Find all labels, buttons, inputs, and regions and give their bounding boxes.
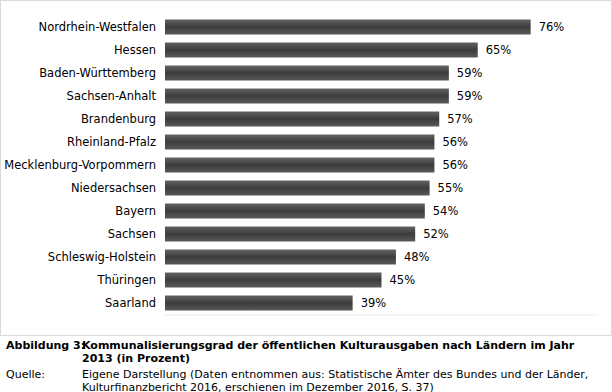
x-axis-line <box>165 315 598 316</box>
data-label: 59% <box>457 89 483 103</box>
category-label: Mecklenburg-Vorpommern <box>4 158 156 172</box>
bar <box>165 112 439 127</box>
category-label: Sachsen <box>108 227 156 241</box>
category-label: Thüringen <box>97 273 156 287</box>
labels: Nordrhein-Westfalen 76% Hessen 65% Baden-Wür… <box>4 20 564 310</box>
bar <box>165 135 434 150</box>
bar <box>165 273 382 288</box>
data-label: 59% <box>457 66 483 80</box>
bar <box>165 158 434 173</box>
category-label: Nordrhein-Westfalen <box>39 20 156 34</box>
data-label: 76% <box>539 20 565 34</box>
category-label: Sachsen-Anhalt <box>67 89 157 103</box>
figure-label: Abbildung 3: <box>6 339 85 352</box>
category-label: Baden-Württemberg <box>39 66 156 80</box>
bar <box>165 89 449 104</box>
category-label: Schleswig-Holstein <box>48 250 156 264</box>
data-label: 52% <box>423 227 449 241</box>
data-label: 55% <box>438 181 464 195</box>
chart: Nordrhein-Westfalen 76% Hessen 65% Baden-Wür… <box>0 0 612 336</box>
chart-frame <box>1 1 612 336</box>
bar <box>165 20 531 35</box>
figure-title: Kommunalisierungsgrad der öffentlichen K… <box>82 339 608 365</box>
bar <box>165 204 425 219</box>
bar <box>165 250 396 265</box>
category-label: Hessen <box>114 43 156 57</box>
bars <box>165 20 531 311</box>
category-label: Niedersachsen <box>71 181 156 195</box>
category-label: Rheinland-Pfalz <box>67 135 156 149</box>
data-label: 54% <box>433 204 459 218</box>
category-label: Saarland <box>105 296 156 310</box>
bar <box>165 43 478 58</box>
bar <box>165 296 353 311</box>
data-label: 65% <box>486 43 512 57</box>
data-label: 45% <box>390 273 416 287</box>
data-label: 39% <box>361 296 387 310</box>
data-label: 56% <box>442 158 468 172</box>
source-label: Quelle: <box>6 368 45 381</box>
category-label: Brandenburg <box>81 112 156 126</box>
bar <box>165 66 449 81</box>
bar <box>165 227 415 242</box>
bar <box>165 181 430 196</box>
data-label: 56% <box>442 135 468 149</box>
data-label: 57% <box>447 112 473 126</box>
source-text: Eigene Darstellung (Daten entnommen aus:… <box>82 368 608 392</box>
data-label: 48% <box>404 250 430 264</box>
category-label: Bayern <box>115 204 156 218</box>
